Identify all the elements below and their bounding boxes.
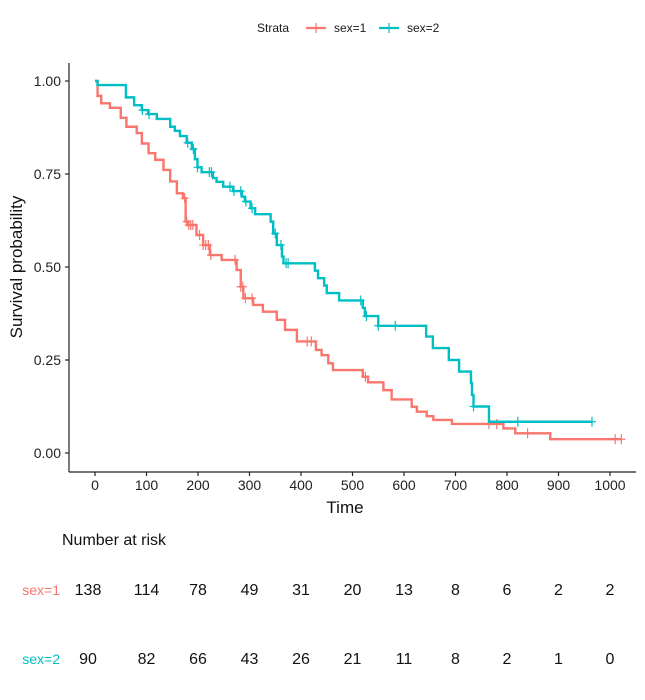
censor-mark xyxy=(523,428,532,439)
risk-count: 78 xyxy=(189,582,207,599)
risk-count: 2 xyxy=(554,582,563,599)
risk-count: 8 xyxy=(451,651,460,668)
legend-label-sex-1: sex=1 xyxy=(334,21,367,35)
censor-mark xyxy=(145,109,154,120)
censor-mark xyxy=(271,228,280,239)
y-tick-label: 0.00 xyxy=(34,445,61,461)
legend: Strata sex=1 sex=2 xyxy=(257,21,440,35)
x-ticks: 0 100 200 300 400 500 600 700 800 900 1000 xyxy=(91,472,626,493)
risk-count: 2 xyxy=(606,582,615,599)
risk-count: 31 xyxy=(292,582,310,599)
censor-mark xyxy=(248,293,257,304)
censor-mark xyxy=(238,281,247,292)
y-tick-label: 0.75 xyxy=(34,166,61,182)
censor-mark xyxy=(138,105,147,116)
censor-mark xyxy=(189,144,198,155)
censor-mark xyxy=(361,371,370,382)
y-ticks: 0.00 0.25 0.50 0.75 1.00 xyxy=(34,73,69,461)
survival-curves xyxy=(95,79,626,445)
censor-mark xyxy=(362,311,371,322)
x-tick-label: 100 xyxy=(135,477,159,493)
risk-count: 90 xyxy=(79,651,97,668)
risk-row-label: sex=1 xyxy=(22,582,60,598)
x-tick-label: 1000 xyxy=(594,477,625,493)
censor-mark xyxy=(188,219,197,230)
censor-mark xyxy=(180,193,189,204)
y-tick-label: 0.25 xyxy=(34,352,61,368)
censor-mark xyxy=(204,240,213,251)
censor-mark xyxy=(617,434,626,445)
censor-mark xyxy=(225,181,234,192)
censor-mark xyxy=(374,320,383,331)
risk-count: 0 xyxy=(606,651,615,668)
risk-count: 138 xyxy=(75,582,102,599)
risk-table-title: Number at risk xyxy=(62,532,167,549)
x-tick-label: 300 xyxy=(238,477,262,493)
series-sex-1 xyxy=(95,79,626,445)
censor-mark xyxy=(193,162,202,173)
x-tick-label: 0 xyxy=(91,477,99,493)
censor-mark xyxy=(284,258,293,269)
risk-count: 2 xyxy=(503,651,512,668)
legend-item-sex-1: sex=1 xyxy=(306,21,367,35)
risk-count: 82 xyxy=(138,651,156,668)
censor-mark xyxy=(469,401,478,412)
censor-mark xyxy=(587,416,596,427)
censor-mark xyxy=(241,196,250,207)
risk-count: 26 xyxy=(292,651,310,668)
censor-mark xyxy=(391,320,400,331)
x-tick-label: 600 xyxy=(392,477,416,493)
x-tick-label: 800 xyxy=(495,477,519,493)
x-tick-label: 700 xyxy=(444,477,468,493)
y-tick-label: 1.00 xyxy=(34,73,61,89)
censor-mark xyxy=(195,230,204,241)
risk-count: 49 xyxy=(241,582,259,599)
censor-mark xyxy=(241,293,250,304)
censor-mark xyxy=(207,167,216,178)
x-tick-label: 200 xyxy=(186,477,210,493)
survival-step-line xyxy=(95,79,592,423)
y-tick-label: 0.50 xyxy=(34,259,61,275)
censor-mark xyxy=(307,336,316,347)
risk-count: 114 xyxy=(134,582,160,599)
censor-mark xyxy=(230,186,239,197)
risk-count: 20 xyxy=(344,582,362,599)
censor-mark xyxy=(183,137,192,148)
risk-count: 8 xyxy=(451,582,460,599)
x-tick-label: 500 xyxy=(341,477,365,493)
x-tick-label: 400 xyxy=(289,477,313,493)
censor-mark xyxy=(276,240,285,251)
series-sex-2 xyxy=(95,79,596,427)
risk-count: 13 xyxy=(395,582,413,599)
risk-row-label: sex=2 xyxy=(22,651,60,667)
legend-label-sex-2: sex=2 xyxy=(407,21,440,35)
survival-step-line xyxy=(95,79,622,441)
risk-count: 43 xyxy=(241,651,259,668)
censor-mark xyxy=(248,203,257,214)
x-tick-label: 900 xyxy=(547,477,571,493)
censor-mark xyxy=(231,254,240,265)
censor-mark xyxy=(236,186,245,197)
censor-mark xyxy=(513,416,522,427)
risk-count: 21 xyxy=(344,651,362,668)
censor-mark xyxy=(356,295,365,306)
risk-count: 66 xyxy=(189,651,207,668)
censor-mark xyxy=(206,250,215,261)
risk-count: 11 xyxy=(396,651,413,668)
risk-count: 1 xyxy=(554,651,563,668)
legend-title: Strata xyxy=(257,21,289,35)
risk-count: 6 xyxy=(503,582,512,599)
legend-item-sex-2: sex=2 xyxy=(379,21,440,35)
y-axis-label: Survival probability xyxy=(7,195,26,338)
x-axis-label: Time xyxy=(326,498,363,517)
censor-mark xyxy=(492,418,501,429)
